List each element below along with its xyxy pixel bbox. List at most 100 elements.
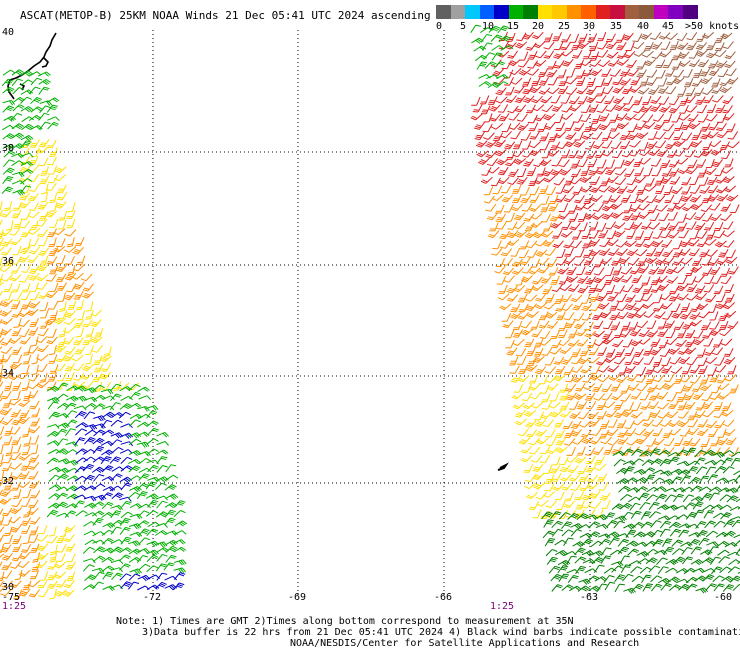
wind-barb <box>505 212 515 222</box>
wind-barb <box>601 131 612 141</box>
wind-barb <box>560 473 572 482</box>
wind-barb <box>719 141 730 150</box>
wind-barb <box>507 50 519 59</box>
wind-barb <box>36 146 49 154</box>
wind-barb <box>677 275 688 285</box>
wind-barb <box>710 148 723 156</box>
wind-barb <box>623 50 636 59</box>
wind-barb <box>531 329 543 338</box>
wind-barb <box>715 301 728 310</box>
wind-barb <box>563 194 576 203</box>
wind-barb <box>11 160 24 167</box>
wind-barb <box>649 448 661 457</box>
wind-barb <box>612 266 622 276</box>
wind-barb <box>23 391 32 402</box>
wind-barb <box>540 384 550 394</box>
wind-barb <box>656 391 669 400</box>
wind-barb <box>11 346 22 355</box>
wind-barb <box>614 177 627 186</box>
wind-barb <box>617 311 629 320</box>
wind-barb <box>31 408 41 418</box>
wind-barb <box>700 204 713 213</box>
wind-barb <box>698 114 709 123</box>
wind-barb <box>576 76 586 86</box>
wind-barb <box>57 458 71 465</box>
wind-barb <box>584 392 596 401</box>
wind-barb <box>10 580 22 588</box>
wind-barb <box>696 303 709 311</box>
wind-barb <box>544 366 557 374</box>
wind-barb <box>717 68 729 78</box>
wind-barb <box>639 149 651 157</box>
wind-barb <box>637 87 650 95</box>
wind-barb <box>649 212 660 222</box>
wind-barb <box>676 157 689 165</box>
wind-barb <box>675 384 686 394</box>
wind-barb <box>651 529 663 538</box>
wind-barb <box>700 375 710 385</box>
wind-barb <box>554 418 564 428</box>
wind-barb <box>569 400 579 410</box>
wind-barb <box>601 392 613 401</box>
wind-barb <box>609 122 620 132</box>
wind-barb <box>491 247 503 256</box>
wind-barb <box>529 204 541 212</box>
wind-barb <box>67 265 76 276</box>
wind-barb <box>165 545 178 553</box>
wind-barb <box>647 401 660 410</box>
wind-barb <box>571 365 584 373</box>
wind-barb <box>611 503 624 510</box>
scale-swatch <box>537 5 553 19</box>
wind-barb <box>627 123 638 133</box>
wind-barb <box>713 338 723 348</box>
wind-barb <box>561 149 571 159</box>
wind-barb <box>622 103 634 112</box>
wind-barb <box>128 581 140 590</box>
wind-barb <box>20 140 32 149</box>
wind-barb <box>603 575 615 583</box>
wind-barb <box>622 284 634 293</box>
wind-barb <box>621 410 634 418</box>
wind-barb <box>136 555 149 564</box>
wind-barb <box>551 520 564 529</box>
wind-barb <box>721 150 732 160</box>
wind-barb <box>0 247 12 256</box>
wind-barb <box>56 191 68 201</box>
wind-barb <box>642 302 655 309</box>
wind-barb <box>725 487 739 494</box>
wind-barb <box>720 203 732 212</box>
wind-barb <box>19 220 31 229</box>
wind-barb <box>555 302 566 312</box>
wind-barb <box>695 96 706 105</box>
wind-barb <box>476 150 489 158</box>
wind-barb <box>652 477 665 485</box>
wind-barb <box>574 491 584 501</box>
wind-barb <box>569 473 581 482</box>
wind-barb <box>618 366 628 376</box>
wind-barb <box>54 571 66 579</box>
wind-barb <box>680 311 692 320</box>
wind-barb <box>673 195 684 205</box>
wind-barb <box>535 249 548 257</box>
wind-barb <box>11 152 24 159</box>
wind-barb <box>496 81 509 88</box>
wind-barb <box>138 473 150 481</box>
wind-barb <box>617 429 629 438</box>
wind-barb <box>680 374 692 383</box>
wind-barb <box>647 130 658 140</box>
wind-barb <box>11 69 25 76</box>
wind-barb <box>516 355 527 365</box>
wind-barb <box>4 381 13 392</box>
wind-barb <box>507 105 519 114</box>
wind-barb <box>660 470 673 477</box>
wind-barb <box>628 560 642 566</box>
wind-barb <box>672 493 684 503</box>
wind-barb <box>38 139 50 148</box>
wind-barb <box>709 392 721 400</box>
wind-barb <box>701 393 713 402</box>
wind-barb <box>674 121 684 131</box>
wind-barb <box>582 202 595 210</box>
wind-barb <box>481 42 493 51</box>
wind-barb <box>725 68 737 77</box>
wind-barb <box>577 357 590 365</box>
